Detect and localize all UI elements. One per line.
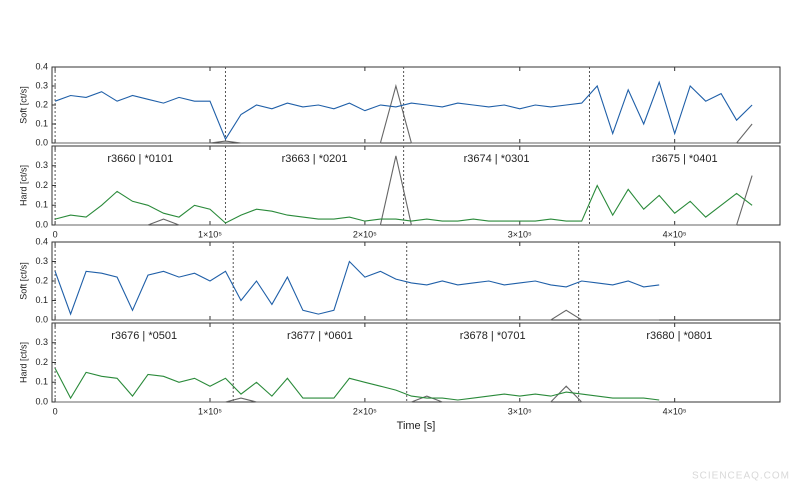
y-tick-label: 0.2: [35, 99, 48, 109]
y-axis-label: Soft [ct/s]: [18, 262, 28, 300]
y-tick-label: 0.0: [35, 219, 48, 229]
plot-frame: [51, 241, 781, 321]
plot-frame: [51, 66, 781, 144]
y-tick-label: 0.2: [35, 357, 48, 367]
y-tick-label: 0.2: [35, 180, 48, 190]
x-axis-label: Time [s]: [397, 420, 436, 432]
x-tick-label: 1×10⁵: [198, 229, 222, 239]
observation-label: r3677 | *0601: [287, 330, 353, 342]
y-tick-label: 0.3: [35, 337, 48, 347]
y-tick-label: 0.1: [35, 377, 48, 387]
watermark: SCIENCEAQ.COM: [692, 471, 790, 482]
y-tick-label: 0.4: [35, 61, 48, 71]
y-tick-label: 0.0: [35, 314, 48, 324]
y-tick-label: 0.3: [35, 256, 48, 266]
observation-label: r3676 | *0501: [111, 330, 177, 342]
light-curve: [55, 155, 753, 226]
y-tick-label: 0.1: [35, 200, 48, 210]
y-tick-label: 0.3: [35, 80, 48, 90]
light-curve: [54, 184, 753, 224]
x-tick-label: 4×10⁵: [663, 406, 687, 416]
x-tick-label: 0: [53, 229, 58, 239]
light-curve: [54, 368, 660, 401]
observation-label: r3674 | *0301: [464, 153, 530, 165]
y-tick-label: 0.4: [35, 236, 48, 246]
x-tick-label: 2×10⁵: [353, 406, 377, 416]
light-curve: [54, 80, 753, 141]
observation-label: r3675 | *0401: [652, 153, 718, 165]
y-axis-label: Hard [ct/s]: [18, 342, 28, 383]
light-curve: [55, 83, 753, 144]
light-curve: [55, 309, 660, 321]
observation-label: r3678 | *0701: [460, 330, 526, 342]
y-tick-label: 0.2: [35, 275, 48, 285]
x-tick-label: 3×10⁵: [508, 406, 532, 416]
x-tick-label: 1×10⁵: [198, 406, 222, 416]
light-curve: [54, 260, 660, 316]
y-tick-label: 0.1: [35, 118, 48, 128]
y-axis-label: Soft [ct/s]: [18, 86, 28, 124]
light-curve: [55, 385, 660, 403]
observation-label: r3663 | *0201: [282, 153, 348, 165]
x-tick-label: 0: [53, 406, 58, 416]
x-tick-label: 3×10⁵: [508, 229, 532, 239]
y-tick-label: 0.0: [35, 396, 48, 406]
observation-label: r3680 | *0801: [646, 330, 712, 342]
observation-label: r3660 | *0101: [107, 153, 173, 165]
x-tick-label: 2×10⁵: [353, 229, 377, 239]
y-axis-label: Hard [ct/s]: [18, 165, 28, 206]
x-tick-label: 4×10⁵: [663, 229, 687, 239]
y-tick-label: 0.3: [35, 160, 48, 170]
y-tick-label: 0.0: [35, 137, 48, 147]
y-tick-label: 0.1: [35, 295, 48, 305]
